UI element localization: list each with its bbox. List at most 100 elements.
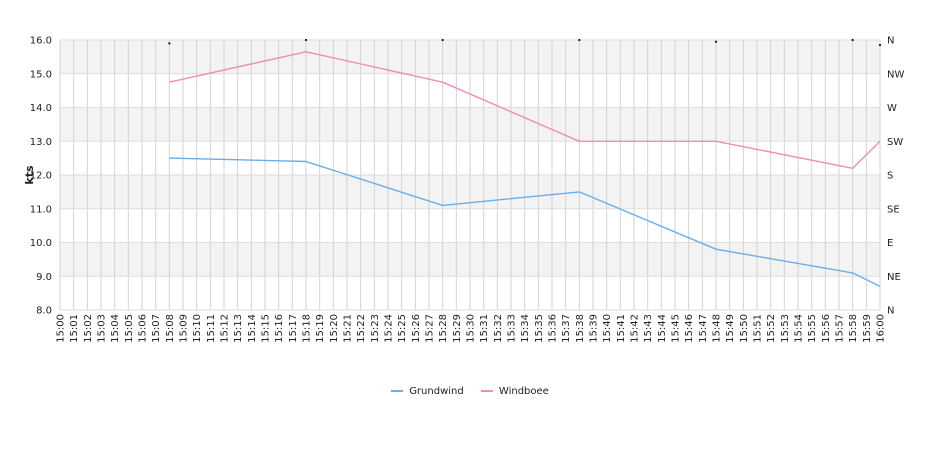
x-tick-label: 15:57 (835, 314, 846, 343)
legend: Grundwind Windboee (0, 386, 940, 397)
x-tick-label: 15:16 (274, 314, 285, 343)
x-tick-label: 15:28 (438, 314, 449, 343)
y-axis-ticks: 8.0 9.0 10.0 11.0 12.0 13.0 14.0 15.0 16.0 (30, 36, 52, 317)
x-tick-label: 15:06 (138, 314, 149, 343)
x-tick-label: 15:12 (220, 314, 231, 343)
y-tick-label: 12.0 (30, 171, 52, 182)
x-tick-label: 15:56 (821, 314, 832, 343)
x-tick-label: 15:58 (848, 314, 859, 343)
y2-tick-label: N (887, 36, 894, 47)
direction-markers (168, 38, 882, 47)
series-group (169, 51, 881, 288)
series-line-windboee (169, 51, 881, 170)
x-tick-label: 15:50 (739, 314, 750, 343)
x-tick-label: 15:43 (643, 314, 654, 343)
x-tick-label: 15:31 (479, 314, 490, 343)
direction-marker (304, 38, 308, 42)
x-tick-label: 15:38 (575, 314, 586, 343)
legend-label-windboee: Windboee (498, 386, 549, 397)
y-tick-label: 11.0 (30, 204, 52, 215)
x-tick-label: 15:40 (602, 314, 613, 343)
y-axis-label: kts (23, 165, 36, 185)
x-tick-label: 15:47 (698, 314, 709, 343)
x-tick-label: 15:11 (206, 314, 217, 343)
y2-tick-label: E (887, 238, 893, 249)
x-tick-label: 15:35 (534, 314, 545, 343)
legend-item-grundwind[interactable]: Grundwind (391, 386, 464, 397)
x-tick-label: 15:22 (356, 314, 367, 343)
x-tick-label: 15:14 (247, 314, 258, 343)
y-tick-label: 16.0 (30, 36, 52, 47)
x-tick-label: 15:54 (794, 314, 805, 343)
x-tick-label: 15:09 (179, 314, 190, 343)
x-tick-label: 15:03 (97, 314, 108, 343)
x-tick-label: 15:18 (302, 314, 313, 343)
x-tick-label: 15:32 (493, 314, 504, 343)
direction-marker (878, 43, 882, 47)
direction-marker (714, 40, 718, 43)
x-tick-label: 15:21 (343, 314, 354, 343)
x-tick-label: 15:25 (397, 314, 408, 343)
x-tick-label: 15:02 (83, 314, 94, 343)
legend-swatch-windboee (480, 390, 493, 392)
direction-marker (441, 38, 444, 42)
x-tick-label: 15:53 (780, 314, 791, 343)
y2-tick-label: NE (887, 272, 901, 283)
x-tick-label: 15:52 (766, 314, 777, 343)
x-axis-ticks: 15:00 15:01 15:02 15:03 15:04 15:05 15:06 15:07… (56, 314, 887, 343)
horizontal-gridlines (60, 39, 880, 311)
x-tick-label: 16:00 (876, 314, 887, 343)
x-tick-label: 15:24 (384, 314, 395, 343)
legend-label-grundwind: Grundwind (409, 386, 464, 397)
x-tick-label: 15:17 (288, 314, 299, 343)
y-tick-label: 14.0 (30, 103, 52, 114)
x-tick-label: 15:15 (261, 314, 272, 343)
x-tick-label: 15:34 (520, 314, 531, 343)
x-tick-label: 15:20 (329, 314, 340, 343)
x-tick-label: 15:45 (671, 314, 682, 343)
x-tick-label: 15:41 (616, 314, 627, 343)
x-tick-label: 15:01 (69, 314, 80, 343)
x-tick-label: 15:07 (151, 314, 162, 343)
x-tick-label: 15:46 (684, 314, 695, 343)
x-tick-label: 15:29 (452, 314, 463, 343)
y-tick-label: 13.0 (30, 137, 52, 148)
x-tick-label: 15:36 (548, 314, 559, 343)
x-tick-label: 15:26 (411, 314, 422, 343)
x-tick-label: 15:42 (630, 314, 641, 343)
y2-tick-label: S (887, 171, 893, 182)
x-tick-label: 15:37 (561, 314, 572, 343)
direction-marker (578, 38, 581, 42)
x-tick-label: 15:10 (192, 314, 203, 343)
x-tick-label: 15:55 (807, 314, 818, 343)
y2-tick-label: SE (887, 204, 900, 215)
y2-axis-ticks: N NE E SE S SW W NW N (887, 36, 904, 317)
y-tick-label: 10.0 (30, 238, 52, 249)
x-tick-label: 15:44 (657, 314, 668, 343)
direction-marker (168, 42, 171, 45)
x-tick-label: 15:00 (56, 314, 67, 343)
legend-swatch-grundwind (391, 390, 404, 392)
x-tick-label: 15:39 (589, 314, 600, 343)
x-tick-label: 15:27 (425, 314, 436, 343)
x-tick-label: 15:23 (370, 314, 381, 343)
legend-item-windboee[interactable]: Windboee (480, 386, 549, 397)
y2-tick-label: N (887, 306, 894, 317)
x-tick-label: 15:13 (233, 314, 244, 343)
x-tick-label: 15:08 (165, 314, 176, 343)
x-tick-label: 15:04 (110, 314, 121, 343)
x-tick-label: 15:49 (725, 314, 736, 343)
y-tick-label: 8.0 (36, 306, 52, 317)
x-tick-label: 15:48 (712, 314, 723, 343)
x-tick-label: 15:30 (466, 314, 477, 343)
x-tick-label: 15:19 (315, 314, 326, 343)
direction-marker (851, 38, 854, 42)
y-tick-label: 15.0 (30, 69, 52, 80)
y2-tick-label: W (887, 103, 897, 114)
x-tick-label: 15:05 (124, 314, 135, 343)
y2-tick-label: NW (887, 69, 904, 80)
x-tick-label: 15:51 (753, 314, 764, 343)
x-tick-label: 15:59 (862, 314, 873, 343)
x-tick-label: 15:33 (507, 314, 518, 343)
